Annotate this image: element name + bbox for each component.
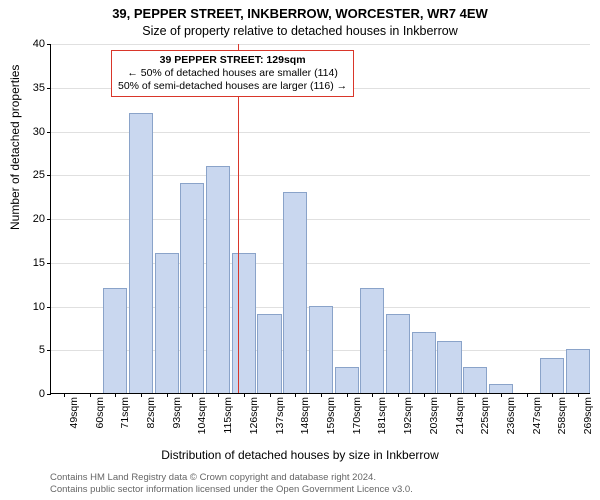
xtick-mark	[372, 393, 373, 397]
xtick-label: 181sqm	[376, 397, 388, 434]
histogram-bar	[155, 253, 179, 393]
xtick-label: 269sqm	[582, 397, 594, 434]
xtick-label: 126sqm	[248, 397, 260, 434]
xtick-label: 71sqm	[119, 397, 131, 429]
histogram-bar	[540, 358, 564, 393]
xtick-mark	[244, 393, 245, 397]
xtick-label: 236sqm	[505, 397, 517, 434]
ytick-label: 25	[33, 169, 45, 181]
xtick-label: 60sqm	[94, 397, 106, 429]
histogram-bar	[129, 113, 153, 393]
ytick-label: 35	[33, 82, 45, 94]
annotation-line2: ← 50% of detached houses are smaller (11…	[118, 67, 347, 80]
xtick-mark	[90, 393, 91, 397]
histogram-bar	[283, 192, 307, 393]
xtick-mark	[552, 393, 553, 397]
annotation-box: 39 PEPPER STREET: 129sqm ← 50% of detach…	[111, 50, 354, 97]
gridline	[51, 44, 590, 45]
ytick-mark	[47, 44, 51, 45]
histogram-bar	[206, 166, 230, 394]
y-axis-label: Number of detached properties	[8, 65, 22, 230]
histogram-bar	[489, 384, 513, 393]
ytick-mark	[47, 307, 51, 308]
xtick-label: 192sqm	[402, 397, 414, 434]
xtick-label: 225sqm	[479, 397, 491, 434]
xtick-label: 203sqm	[428, 397, 440, 434]
xtick-label: 258sqm	[556, 397, 568, 434]
xtick-label: 115sqm	[222, 397, 234, 434]
xtick-mark	[347, 393, 348, 397]
ytick-mark	[47, 219, 51, 220]
histogram-bar	[463, 367, 487, 393]
histogram-bar	[257, 314, 281, 393]
xtick-mark	[141, 393, 142, 397]
histogram-bar	[309, 306, 333, 394]
ytick-mark	[47, 175, 51, 176]
histogram-bar	[180, 183, 204, 393]
xtick-mark	[64, 393, 65, 397]
ytick-label: 15	[33, 257, 45, 269]
ytick-mark	[47, 350, 51, 351]
x-axis-label: Distribution of detached houses by size …	[0, 448, 600, 462]
ytick-mark	[47, 394, 51, 395]
property-size-chart: 39, PEPPER STREET, INKBERROW, WORCESTER,…	[0, 0, 600, 500]
histogram-bar	[437, 341, 461, 394]
histogram-bar	[360, 288, 384, 393]
ytick-label: 20	[33, 213, 45, 225]
xtick-mark	[475, 393, 476, 397]
histogram-bar	[335, 367, 359, 393]
xtick-mark	[501, 393, 502, 397]
annotation-line1: 39 PEPPER STREET: 129sqm	[118, 54, 347, 67]
xtick-mark	[295, 393, 296, 397]
xtick-label: 247sqm	[531, 397, 543, 434]
xtick-mark	[115, 393, 116, 397]
xtick-mark	[218, 393, 219, 397]
xtick-label: 214sqm	[454, 397, 466, 434]
histogram-bar	[232, 253, 256, 393]
ytick-label: 40	[33, 38, 45, 50]
xtick-label: 104sqm	[196, 397, 208, 434]
ytick-label: 5	[39, 344, 45, 356]
xtick-label: 148sqm	[299, 397, 311, 434]
xtick-label: 82sqm	[145, 397, 157, 429]
xtick-mark	[321, 393, 322, 397]
chart-title-sub: Size of property relative to detached ho…	[0, 24, 600, 38]
ytick-label: 30	[33, 126, 45, 138]
footer-line1: Contains HM Land Registry data © Crown c…	[50, 472, 590, 484]
histogram-bar	[386, 314, 410, 393]
xtick-mark	[578, 393, 579, 397]
chart-footer: Contains HM Land Registry data © Crown c…	[50, 472, 590, 496]
xtick-label: 93sqm	[171, 397, 183, 429]
xtick-label: 159sqm	[325, 397, 337, 434]
xtick-mark	[167, 393, 168, 397]
xtick-label: 49sqm	[68, 397, 80, 429]
histogram-bar	[566, 349, 590, 393]
xtick-mark	[527, 393, 528, 397]
footer-line2: Contains public sector information licen…	[50, 484, 590, 496]
histogram-bar	[103, 288, 127, 393]
xtick-mark	[450, 393, 451, 397]
ytick-mark	[47, 263, 51, 264]
xtick-mark	[192, 393, 193, 397]
ytick-mark	[47, 132, 51, 133]
annotation-line3: 50% of semi-detached houses are larger (…	[118, 80, 347, 93]
xtick-mark	[424, 393, 425, 397]
plot-area: 051015202530354049sqm60sqm71sqm82sqm93sq…	[50, 44, 590, 394]
ytick-label: 0	[39, 388, 45, 400]
ytick-mark	[47, 88, 51, 89]
chart-title-main: 39, PEPPER STREET, INKBERROW, WORCESTER,…	[0, 6, 600, 21]
histogram-bar	[412, 332, 436, 393]
xtick-label: 137sqm	[274, 397, 286, 434]
xtick-mark	[270, 393, 271, 397]
xtick-mark	[398, 393, 399, 397]
ytick-label: 10	[33, 301, 45, 313]
xtick-label: 170sqm	[351, 397, 363, 434]
